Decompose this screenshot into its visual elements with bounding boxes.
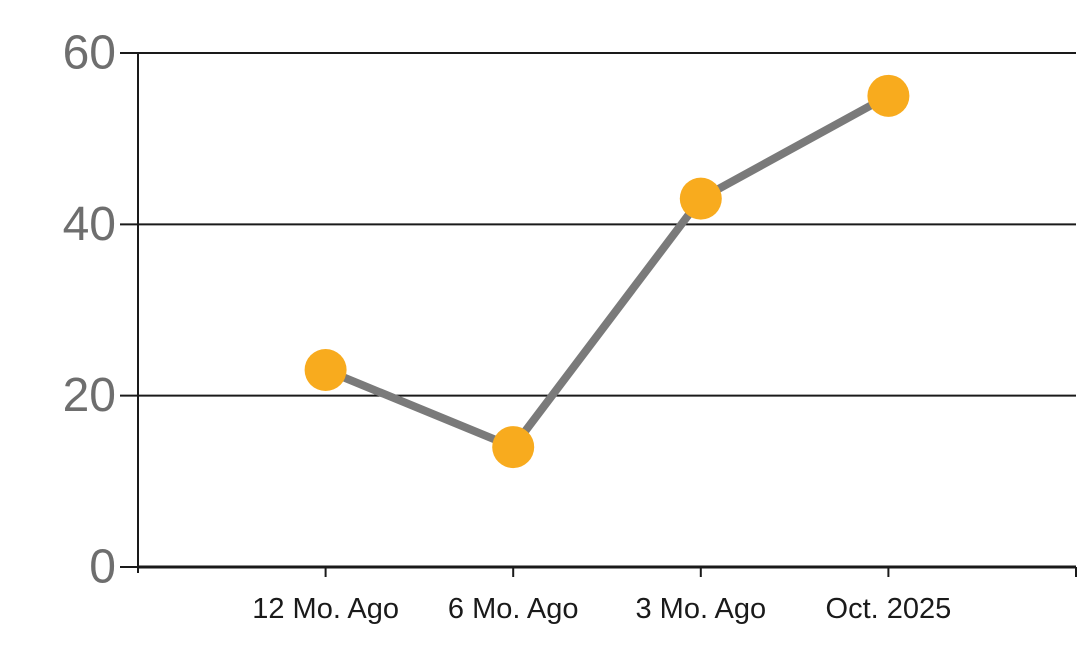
x-tick-label: 12 Mo. Ago [252, 593, 399, 625]
y-axis-labels: 0 20 40 60 [63, 27, 116, 594]
y-tick-label: 0 [89, 541, 116, 594]
data-point-marker [492, 426, 535, 469]
y-axis-ticks [120, 52, 138, 568]
data-point-marker [679, 177, 722, 220]
x-tick-label: Oct. 2025 [826, 593, 952, 625]
y-tick-label: 40 [63, 198, 116, 251]
y-tick-label: 20 [63, 369, 116, 422]
data-point-marker [867, 74, 910, 117]
gridlines [138, 52, 1076, 569]
data-points [304, 74, 910, 469]
data-point-marker [304, 348, 347, 391]
x-axis-ticks [324, 567, 1077, 577]
x-tick-label: 3 Mo. Ago [636, 593, 767, 625]
series-line [321, 91, 893, 452]
y-tick-label: 60 [63, 27, 116, 80]
x-axis-labels: 12 Mo. Ago 6 Mo. Ago 3 Mo. Ago Oct. 2025 [252, 593, 951, 625]
x-tick-label: 6 Mo. Ago [448, 593, 579, 625]
